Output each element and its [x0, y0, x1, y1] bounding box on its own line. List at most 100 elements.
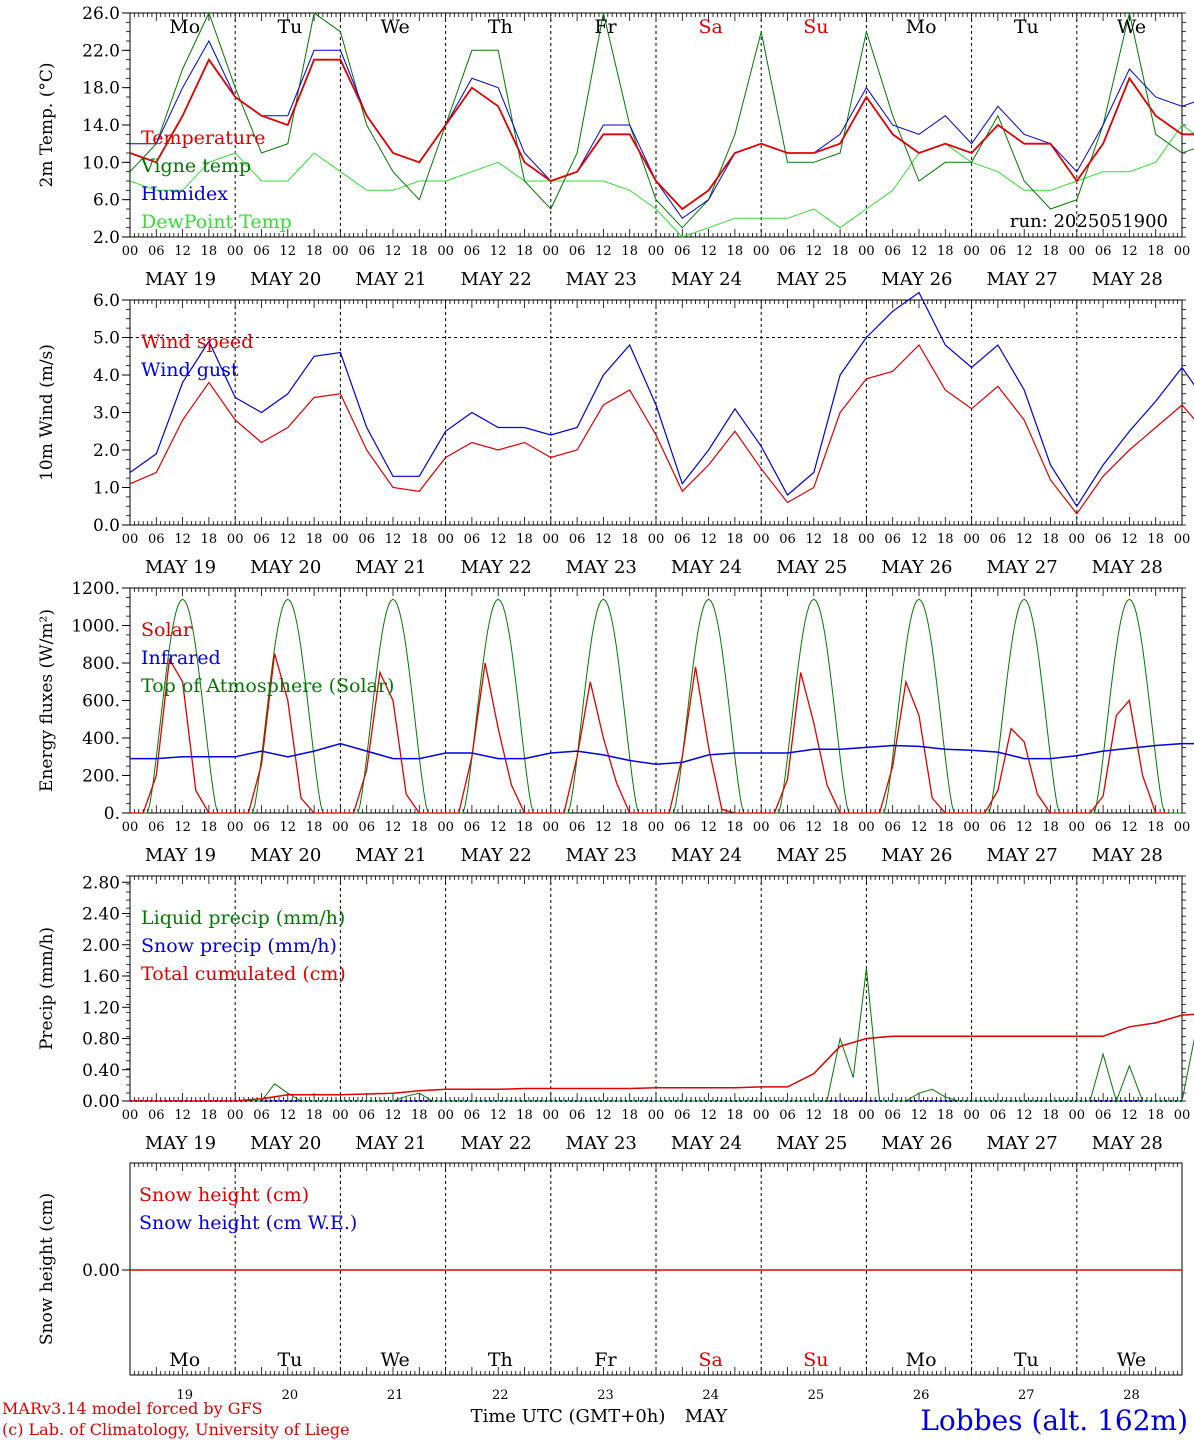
y-tick-label: 2.0: [93, 441, 120, 461]
hour-tick-label: 18: [306, 532, 323, 547]
date-label: MAY 25: [776, 557, 847, 578]
hour-tick-label: 06: [148, 820, 165, 835]
hour-tick-label: 06: [990, 532, 1007, 547]
y-tick-label: 2.40: [82, 905, 120, 925]
hour-tick-label: 12: [385, 532, 402, 547]
date-label: MAY 27: [986, 269, 1057, 290]
hour-tick-label: 06: [148, 1108, 165, 1123]
weekday-label-bottom: Tu: [277, 1349, 302, 1371]
date-label: MAY 19: [145, 557, 216, 578]
hour-tick-label: 12: [280, 820, 297, 835]
hour-tick-label: 06: [358, 1108, 375, 1123]
day-number: 23: [597, 1388, 614, 1403]
date-label: MAY 21: [355, 845, 426, 866]
hour-tick-label: 00: [543, 820, 560, 835]
y-tick-label: 26.0: [82, 4, 120, 24]
hour-tick-label: 06: [148, 244, 165, 259]
y-tick-label: 3.0: [93, 404, 120, 424]
hour-tick-label: 00: [332, 244, 349, 259]
hour-tick-label: 18: [516, 820, 533, 835]
date-label: MAY 22: [460, 557, 531, 578]
date-label: MAY 20: [250, 845, 321, 866]
series-vigne-temp: [129, 11, 1194, 229]
hour-tick-label: 06: [779, 244, 796, 259]
hour-tick-label: 12: [385, 1108, 402, 1123]
hour-tick-label: 06: [884, 244, 901, 259]
hour-tick-label: 18: [306, 244, 323, 259]
hour-tick-label: 18: [1042, 820, 1059, 835]
hour-tick-label: 00: [1174, 532, 1191, 547]
hour-tick-label: 00: [858, 532, 875, 547]
legend-entry: Infrared: [141, 647, 221, 669]
hour-tick-label: 12: [595, 820, 612, 835]
hour-tick-label: 12: [806, 532, 823, 547]
hour-tick-label: 00: [543, 244, 560, 259]
hour-tick-label: 00: [1069, 1108, 1086, 1123]
hour-tick-label: 18: [1042, 244, 1059, 259]
hour-tick-label: 18: [201, 244, 218, 259]
hour-tick-label: 00: [122, 532, 139, 547]
weekday-label: Tu: [277, 16, 302, 38]
hour-tick-label: 12: [911, 244, 928, 259]
hour-tick-label: 00: [858, 1108, 875, 1123]
hour-tick-label: 12: [1016, 532, 1033, 547]
hour-tick-label: 12: [490, 532, 507, 547]
hour-tick-label: 00: [1069, 820, 1086, 835]
hour-tick-label: 18: [727, 244, 744, 259]
weekday-label-bottom: Mo: [906, 1349, 937, 1371]
hour-tick-label: 06: [569, 1108, 586, 1123]
hour-tick-label: 12: [174, 244, 191, 259]
hour-tick-label: 06: [779, 1108, 796, 1123]
legend-entry: Wind gust: [141, 359, 239, 381]
hour-tick-label: 00: [963, 244, 980, 259]
y-tick-label: 0.: [104, 804, 120, 824]
day-number: 24: [702, 1388, 719, 1403]
panel-5: [129, 1162, 1183, 1376]
y-tick-label: 14.0: [82, 116, 120, 136]
date-label: MAY 26: [881, 557, 952, 578]
time-axis-label: Time UTC (GMT+0h): [471, 1406, 666, 1427]
hour-tick-label: 00: [437, 820, 454, 835]
hour-tick-label: 00: [1174, 1108, 1191, 1123]
hour-tick-label: 00: [858, 244, 875, 259]
hour-tick-label: 00: [122, 820, 139, 835]
hour-tick-label: 06: [148, 532, 165, 547]
hour-tick-label: 18: [727, 820, 744, 835]
hour-tick-label: 00: [648, 244, 665, 259]
hour-tick-label: 18: [937, 532, 954, 547]
hour-tick-label: 06: [253, 532, 270, 547]
panel-frame: [129, 299, 1183, 526]
hour-tick-label: 00: [753, 244, 770, 259]
run-annotation: run: 2025051900: [1010, 211, 1168, 232]
hour-tick-label: 18: [1147, 1108, 1164, 1123]
y-tick-label: 1.0: [93, 479, 120, 499]
y-tick-label: 200.: [82, 767, 120, 787]
legend-entry: Temperature: [141, 127, 265, 149]
date-label: MAY 26: [881, 1133, 952, 1154]
legend-entry: Wind speed: [141, 331, 253, 353]
hour-tick-label: 12: [280, 244, 297, 259]
hour-tick-label: 12: [700, 820, 717, 835]
hour-tick-label: 06: [674, 1108, 691, 1123]
hour-tick-label: 12: [806, 820, 823, 835]
series-total-cumulated: [130, 1013, 1194, 1102]
hour-tick-label: 00: [858, 820, 875, 835]
hour-tick-label: 00: [753, 1108, 770, 1123]
legend-entry: Snow precip (mm/h): [141, 935, 337, 957]
series-temperature: [129, 57, 1194, 211]
hour-tick-label: 06: [779, 532, 796, 547]
date-label: MAY 27: [986, 1133, 1057, 1154]
hour-tick-label: 12: [385, 820, 402, 835]
hour-tick-label: 12: [1016, 1108, 1033, 1123]
hour-tick-label: 00: [122, 1108, 139, 1123]
date-label: MAY 23: [566, 845, 637, 866]
y-axis-label: Snow height (cm): [37, 1193, 57, 1345]
hour-tick-label: 18: [832, 820, 849, 835]
legend-entry: Snow height (cm W.E.): [139, 1212, 357, 1234]
hour-tick-label: 06: [464, 244, 481, 259]
date-label: MAY 21: [355, 1133, 426, 1154]
hour-tick-label: 12: [1016, 244, 1033, 259]
hour-tick-label: 06: [464, 532, 481, 547]
legend-entry: DewPoint Temp: [141, 211, 292, 233]
